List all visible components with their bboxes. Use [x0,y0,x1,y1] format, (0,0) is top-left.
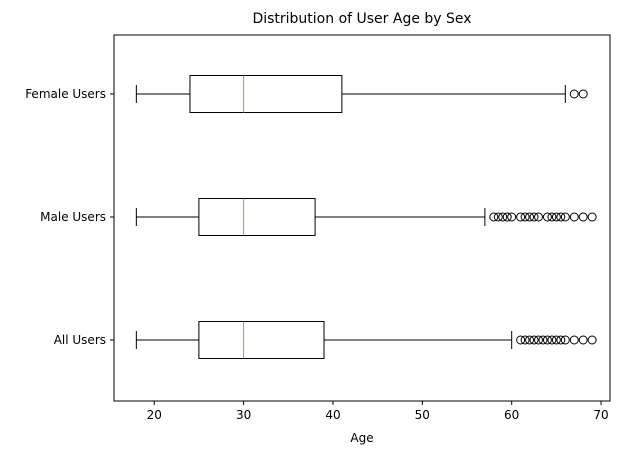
iqr-box-male-users [198,198,316,236]
outlier-male-users [516,212,526,222]
outlier-female-users [569,89,579,99]
outlier-male-users [502,212,512,222]
box-all-users [135,321,597,359]
outlier-all-users [551,335,561,345]
y-axis: All Users Male Users Female Users [25,87,114,347]
iqr-box-all-users [198,321,325,359]
outlier-male-users [560,212,570,222]
outlier-all-users [516,335,526,345]
x-tick-label: 60 [504,408,519,422]
x-tick-label: 40 [325,408,340,422]
y-tick-label: Male Users [40,210,106,224]
outlier-male-users [498,212,508,222]
outlier-male-users [489,212,499,222]
plot-area [135,75,597,359]
iqr-box-female-users [189,75,343,113]
outlier-male-users [551,212,561,222]
x-axis-label: Age [350,431,373,445]
box-male-users [135,198,597,236]
outlier-male-users [587,212,597,222]
y-tick-label: All Users [54,333,106,347]
outlier-all-users [525,335,535,345]
outlier-all-users [569,335,579,345]
outlier-all-users [587,335,597,345]
outlier-all-users [542,335,552,345]
outlier-male-users [578,212,588,222]
outlier-female-users [578,89,588,99]
outlier-male-users [547,212,557,222]
outlier-male-users [542,212,552,222]
outlier-male-users [520,212,530,222]
outlier-all-users [556,335,566,345]
outlier-all-users [529,335,539,345]
outlier-all-users [547,335,557,345]
x-axis: 20 30 40 50 60 70 [147,401,609,422]
x-tick-label: 50 [415,408,430,422]
outlier-male-users [534,212,544,222]
x-tick-label: 30 [236,408,251,422]
outlier-all-users [578,335,588,345]
outlier-male-users [493,212,503,222]
outlier-all-users [520,335,530,345]
outlier-male-users [529,212,539,222]
x-tick-label: 20 [147,408,162,422]
outlier-male-users [556,212,566,222]
chart-title: Distribution of User Age by Sex [252,11,471,27]
y-tick-label: Female Users [25,87,106,101]
outlier-male-users [507,212,517,222]
box-female-users [135,75,588,113]
outlier-all-users [560,335,570,345]
outlier-male-users [525,212,535,222]
outlier-all-users [534,335,544,345]
outlier-male-users [569,212,579,222]
outlier-all-users [538,335,548,345]
x-tick-label: 70 [593,408,608,422]
plot-frame [113,34,611,402]
